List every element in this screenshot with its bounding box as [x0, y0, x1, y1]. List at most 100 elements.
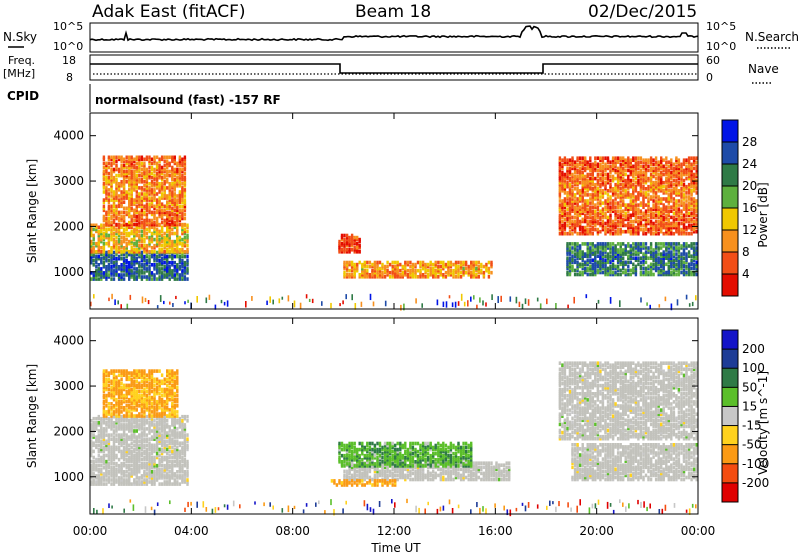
echo-cell	[609, 256, 612, 260]
echo-cell	[166, 260, 169, 265]
echo-cell	[158, 449, 161, 454]
echo-cell	[166, 165, 169, 170]
echo-cell	[171, 200, 174, 204]
echo-cell	[115, 227, 118, 232]
echo-cell	[596, 193, 600, 197]
echo-cell	[624, 205, 627, 209]
echo-cell	[376, 273, 379, 277]
echo-cell	[667, 223, 670, 228]
echo-cell	[581, 256, 584, 260]
echo-cell	[599, 229, 602, 234]
echo-cell	[657, 227, 660, 232]
echo-cell	[639, 193, 643, 197]
echo-cell	[176, 237, 179, 242]
echo-cell	[591, 262, 594, 267]
echo-cell	[105, 182, 108, 186]
echo-cell	[599, 164, 602, 169]
echo-cell	[178, 260, 182, 265]
echo-cell	[649, 229, 653, 234]
echo-cell	[92, 252, 95, 257]
echo-cell	[637, 172, 640, 177]
echo-cell	[181, 216, 184, 221]
echo-cell	[563, 176, 567, 181]
echo-cell	[345, 243, 349, 248]
echo-cell	[627, 191, 630, 195]
echo-cell	[133, 433, 136, 437]
echo-cell	[105, 416, 108, 421]
echo-cell	[112, 231, 116, 236]
echo-cell	[675, 268, 678, 273]
echo-cell	[670, 195, 673, 199]
echo-cell	[657, 174, 660, 179]
echo-cell	[117, 202, 121, 206]
echo-cell	[421, 262, 425, 267]
noise-cell	[691, 301, 694, 307]
echo-cell	[660, 174, 663, 179]
echo-cell	[584, 203, 587, 207]
echo-cell	[145, 208, 149, 213]
echo-cell	[145, 414, 149, 419]
echo-cell	[586, 207, 589, 211]
echo-cell	[117, 222, 121, 227]
echo-cell	[183, 216, 187, 221]
echo-cell	[97, 235, 100, 240]
echo-cell	[604, 248, 607, 252]
echo-cell	[644, 158, 648, 162]
echo-cell	[100, 271, 103, 275]
echo-cell	[90, 223, 93, 228]
echo-cell	[591, 225, 594, 230]
echo-cell	[171, 275, 174, 279]
echo-cell	[586, 246, 589, 250]
echo-cell	[695, 199, 698, 203]
echo-cell	[148, 235, 151, 240]
echo-cell	[133, 449, 136, 454]
echo-cell	[155, 241, 159, 246]
echo-cell	[150, 263, 154, 267]
noise-cell	[463, 301, 466, 307]
echo-cell	[685, 244, 688, 248]
echo-cell	[90, 447, 93, 452]
echo-cell	[573, 254, 577, 258]
echo-cell	[120, 204, 123, 209]
echo-cell	[107, 222, 111, 227]
echo-cell	[122, 416, 126, 421]
echo-cell	[647, 184, 650, 189]
echo-cell	[424, 266, 427, 271]
echo-cell	[614, 201, 617, 205]
echo-cell	[409, 275, 412, 279]
echo-cell	[619, 158, 622, 162]
echo-cell	[133, 459, 136, 464]
echo-cell	[135, 222, 138, 227]
echo-cell	[340, 233, 344, 238]
noise-cell	[266, 300, 268, 306]
echo-cell	[687, 270, 691, 275]
echo-cell	[155, 470, 159, 474]
echo-cell	[133, 421, 136, 425]
echo-cell	[639, 272, 643, 277]
echo-cell	[629, 168, 632, 173]
echo-cell	[634, 213, 638, 218]
echo-cell	[130, 258, 133, 263]
echo-cell	[143, 180, 146, 184]
echo-cell	[591, 219, 594, 224]
echo-cell	[571, 195, 574, 199]
echo-cell	[589, 268, 592, 273]
echo-cell	[158, 206, 161, 211]
echo-cell	[160, 204, 164, 209]
echo-cell	[566, 197, 569, 201]
echo-cell	[178, 184, 182, 188]
echo-cell	[158, 159, 161, 164]
echo-cell	[140, 474, 144, 478]
echo-cell	[133, 416, 136, 421]
echo-cell	[657, 166, 660, 171]
echo-cell	[155, 441, 159, 445]
echo-cell	[155, 447, 159, 452]
echo-cell	[110, 258, 113, 263]
echo-cell	[596, 162, 600, 167]
echo-cell	[92, 455, 95, 460]
echo-cell	[677, 262, 681, 267]
echo-cell	[166, 220, 169, 225]
echo-cell	[166, 186, 169, 190]
echo-cell	[558, 221, 562, 226]
noise-cell	[649, 304, 651, 309]
